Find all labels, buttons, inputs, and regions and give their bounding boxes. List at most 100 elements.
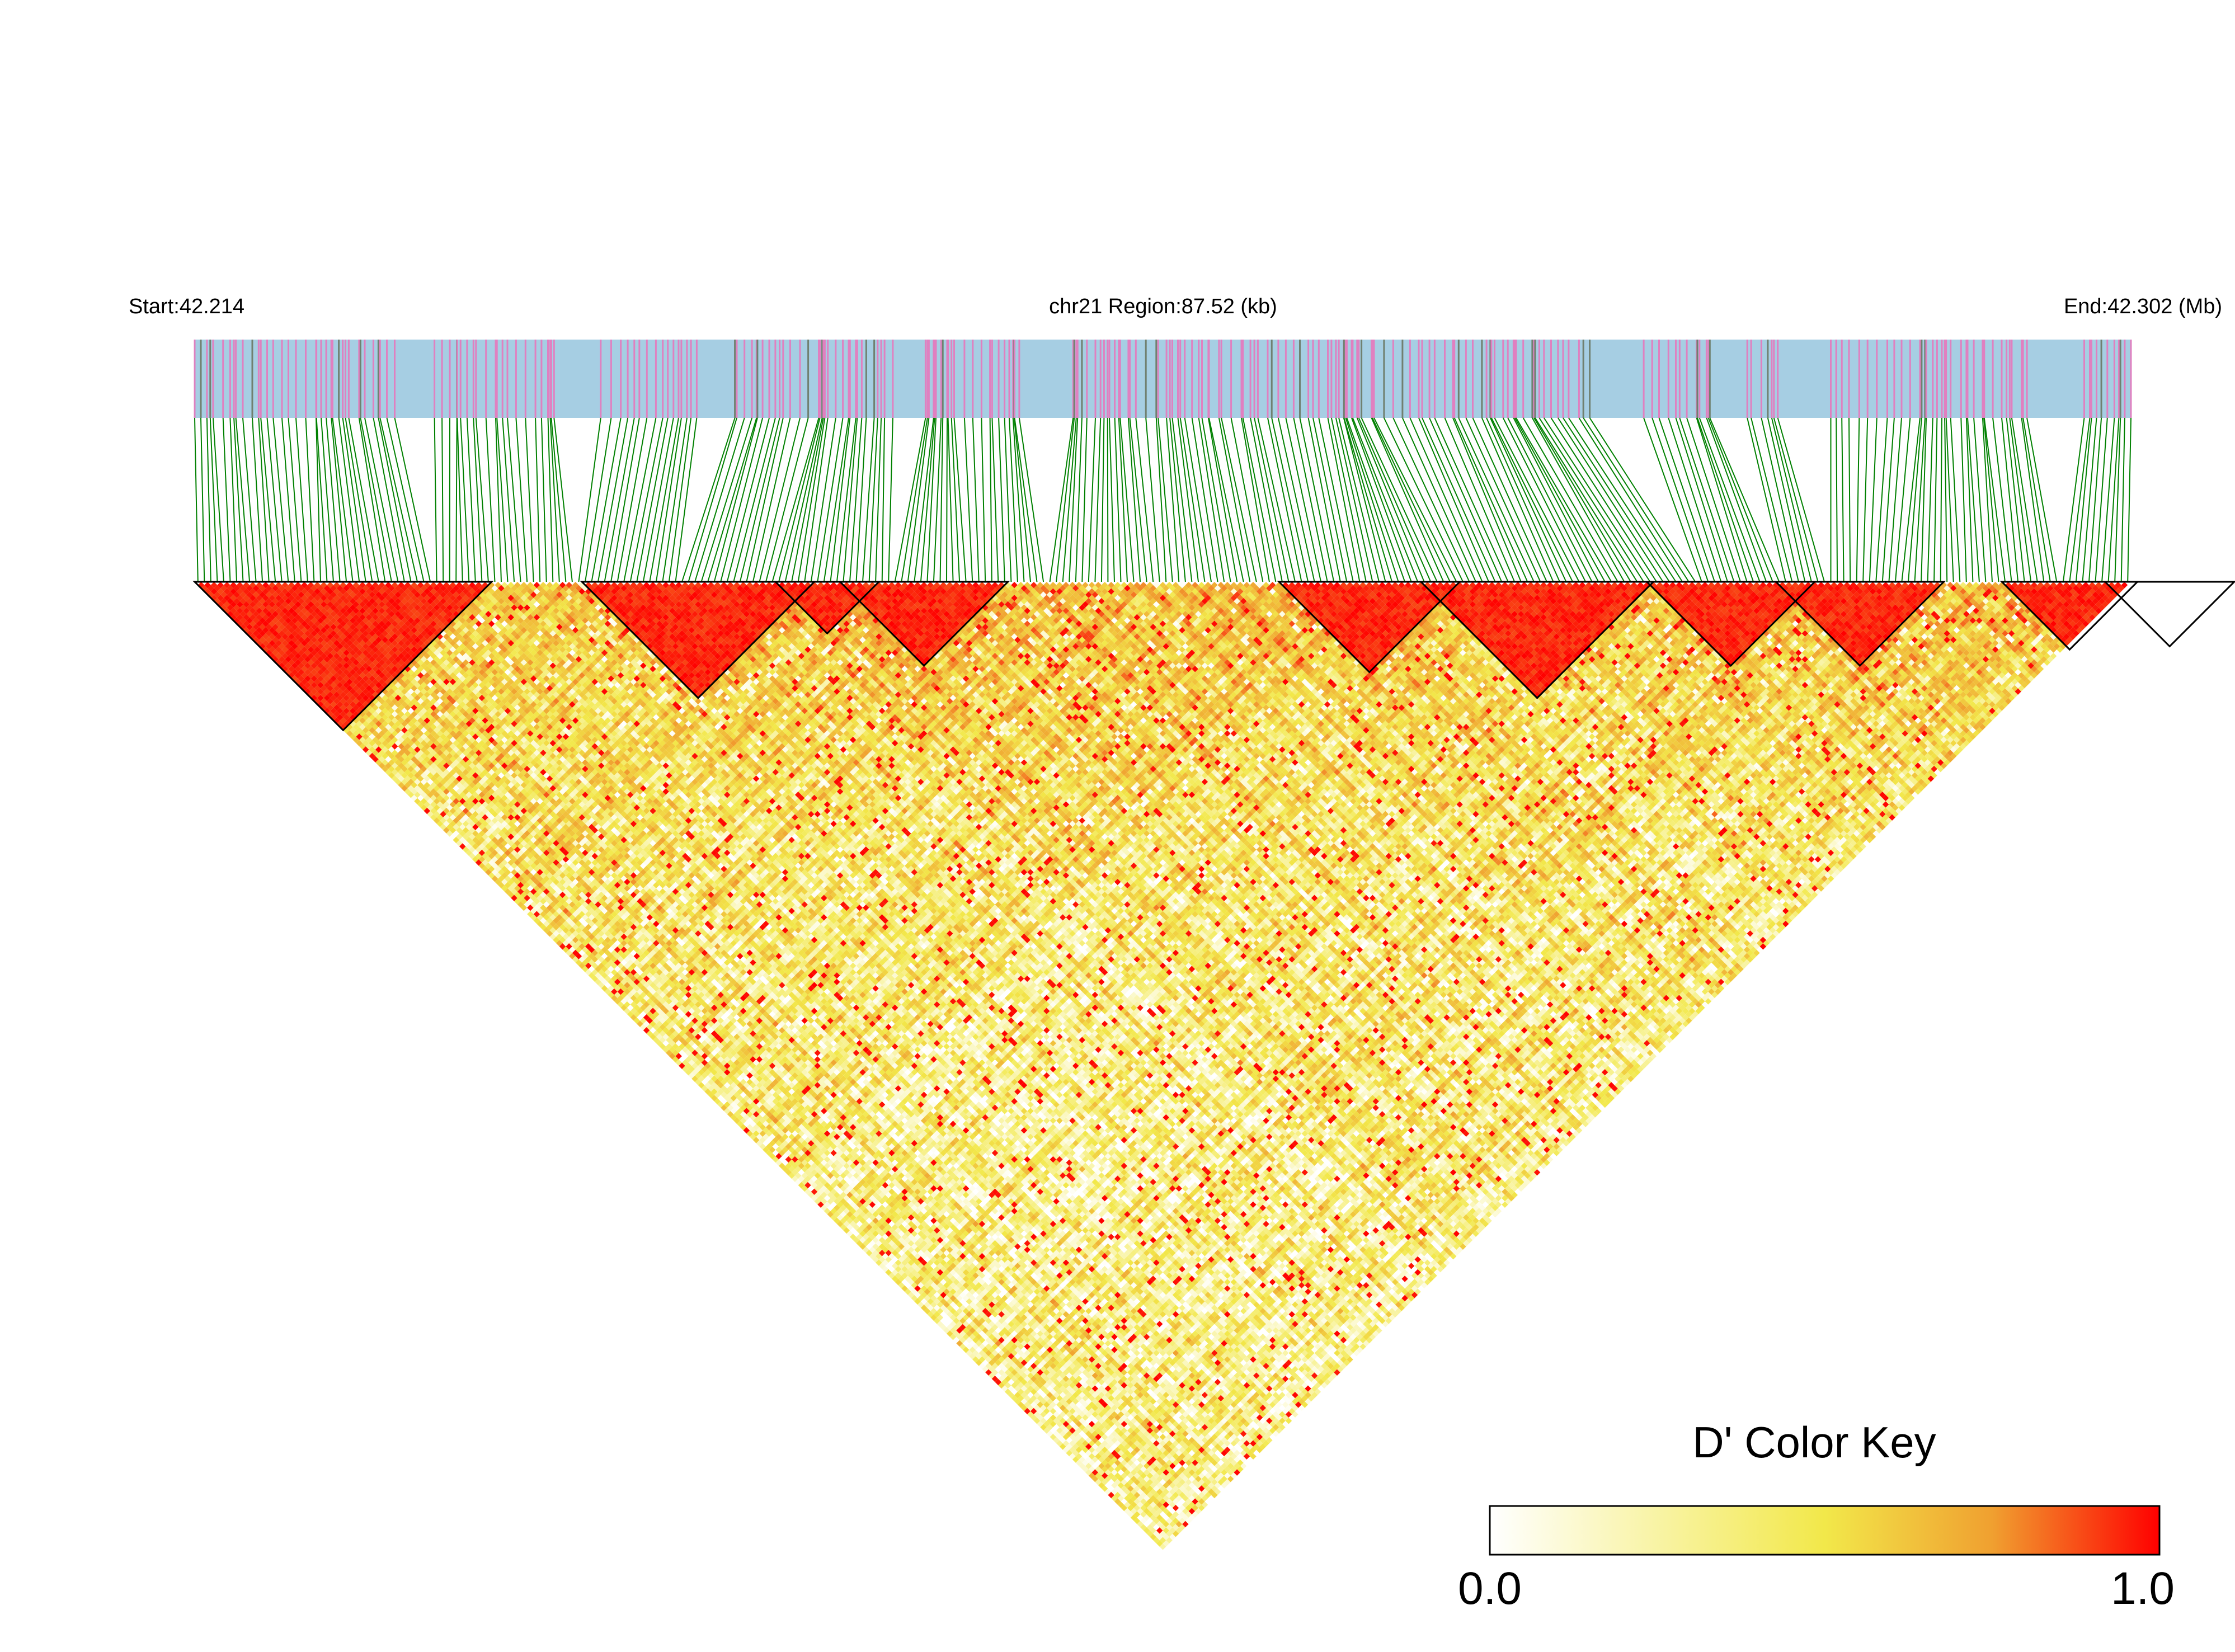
- snp-connector: [1095, 418, 1100, 582]
- snp-connector: [1889, 418, 1902, 582]
- snp-connector: [618, 418, 647, 582]
- snp-connector: [1945, 418, 1947, 582]
- snp-connector: [1300, 418, 1334, 582]
- snp-connector: [516, 418, 527, 582]
- snp-connector: [2010, 418, 2031, 582]
- snp-connector: [592, 418, 621, 582]
- start-label: Start:42.214: [129, 295, 244, 318]
- snp-connector: [1842, 418, 1843, 582]
- snp-connector: [2121, 418, 2125, 582]
- snp-connector: [585, 418, 611, 582]
- snp-connector: [1697, 418, 1747, 582]
- snp-connector: [1082, 418, 1087, 582]
- snp-connector: [1419, 418, 1489, 582]
- snp-connector: [1700, 418, 1760, 582]
- snp-connector: [201, 418, 204, 582]
- snp-position-track: [195, 340, 2131, 418]
- snp-connector: [273, 418, 288, 582]
- snp-connector: [435, 418, 437, 582]
- snp-connector: [964, 418, 972, 582]
- snp-connector: [1863, 418, 1867, 582]
- snp-connector: [2096, 418, 2107, 582]
- snp-connector-lines: [195, 418, 2131, 582]
- snp-connector: [1120, 418, 1133, 582]
- region-label: chr21 Region:87.52 (kb): [1049, 295, 1277, 318]
- snp-connector: [637, 418, 667, 582]
- snp-connector: [908, 418, 929, 582]
- snp-connector: [236, 418, 250, 582]
- snp-connector: [811, 418, 836, 582]
- snp-connector: [1902, 418, 1920, 582]
- snp-connector: [1180, 418, 1205, 582]
- snp-connector: [990, 418, 992, 582]
- snp-connector: [740, 418, 780, 582]
- snp-connector: [888, 418, 893, 582]
- snp-connector: [213, 418, 224, 582]
- snp-connector: [2023, 418, 2050, 582]
- snp-connector: [727, 418, 769, 582]
- snp-connector: [1870, 418, 1877, 582]
- snp-connector: [1374, 418, 1456, 582]
- end-label: End:42.302 (Mb): [2064, 295, 2222, 318]
- snp-connector: [195, 418, 198, 582]
- snp-connector: [442, 418, 443, 582]
- snp-connector: [1208, 418, 1237, 582]
- track-background: [195, 340, 2131, 418]
- snp-connector: [1928, 418, 1933, 582]
- snp-connector: [981, 418, 985, 582]
- snp-connector: [1590, 418, 1696, 582]
- snp-connector: [1849, 418, 1850, 582]
- snp-connector: [1231, 418, 1263, 582]
- snp-connector: [1941, 418, 1942, 582]
- snp-connector: [1199, 418, 1224, 582]
- snp-connector: [2069, 418, 2090, 582]
- snp-connector: [258, 418, 269, 582]
- snp-connector: [676, 418, 697, 582]
- snp-connector: [1372, 418, 1450, 582]
- snp-connector: [535, 418, 540, 582]
- snp-connector: [669, 418, 691, 582]
- snp-connector: [2089, 418, 2101, 582]
- snp-connector: [598, 418, 628, 582]
- snp-connector: [542, 418, 547, 582]
- snp-connector: [321, 418, 333, 582]
- snp-connector: [1109, 418, 1114, 582]
- snp-connector: [746, 418, 783, 582]
- snp-connector: [1178, 418, 1199, 582]
- snp-connector: [1328, 418, 1360, 582]
- snp-connector: [1158, 418, 1173, 582]
- snp-connector: [921, 418, 935, 582]
- snp-connector: [349, 418, 378, 582]
- snp-connector: [525, 418, 533, 582]
- snp-connector: [502, 418, 514, 582]
- snp-connector: [1709, 418, 1773, 582]
- snp-connector: [223, 418, 230, 582]
- snp-connector: [486, 418, 495, 582]
- snp-connector: [207, 418, 211, 582]
- snp-connector: [289, 418, 302, 582]
- snp-connector: [1836, 418, 1837, 582]
- snp-connector: [1961, 418, 1966, 582]
- snp-connector: [624, 418, 656, 582]
- snp-connector: [1883, 418, 1894, 582]
- snp-connector: [882, 418, 884, 582]
- snp-connector: [282, 418, 295, 582]
- snp-connector: [380, 418, 417, 582]
- snp-connector: [1359, 418, 1431, 582]
- snp-connector: [378, 418, 411, 582]
- snp-connector: [1876, 418, 1887, 582]
- snp-connector: [1102, 418, 1104, 582]
- snp-connector: [850, 418, 862, 582]
- snp-connector: [605, 418, 634, 582]
- snp-connector: [296, 418, 308, 582]
- snp-connector: [708, 418, 756, 582]
- snp-connector: [306, 418, 314, 582]
- snp-connector: [1015, 418, 1037, 582]
- snp-connector: [360, 418, 392, 582]
- snp-connector: [733, 418, 775, 582]
- snp-connector: [1772, 418, 1811, 582]
- snp-connector: [210, 418, 218, 582]
- snp-connector: [548, 418, 553, 582]
- snp-connector: [999, 418, 1005, 582]
